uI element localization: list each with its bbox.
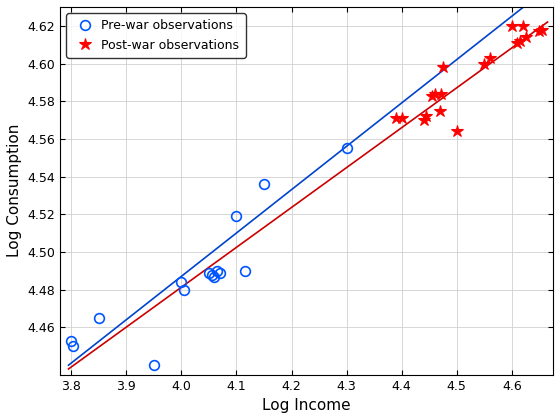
Legend: Pre-war observations, Post-war observations: Pre-war observations, Post-war observati… — [67, 13, 246, 58]
Y-axis label: Log Consumption: Log Consumption — [7, 124, 22, 257]
X-axis label: Log Income: Log Income — [262, 398, 351, 413]
